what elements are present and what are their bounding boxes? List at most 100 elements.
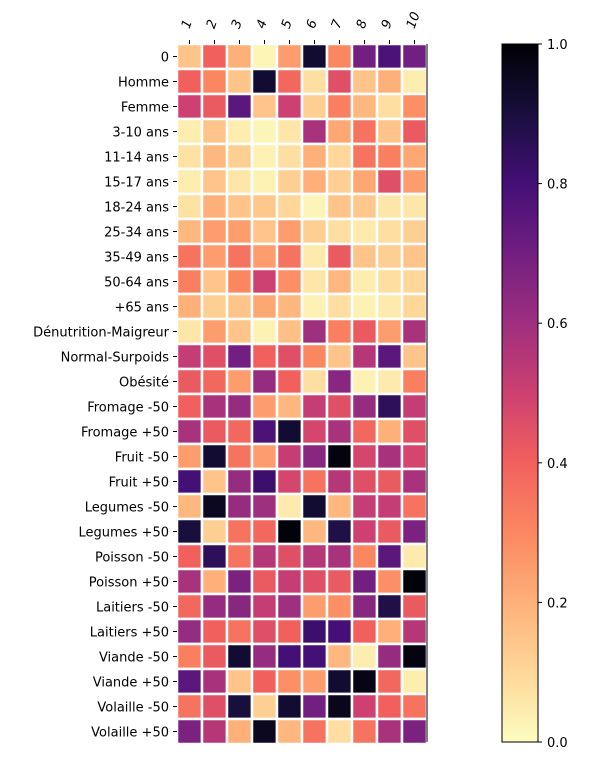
row-tick-label: Poisson -50 [95, 551, 169, 566]
heatmap-cell [300, 567, 329, 596]
heatmap-cell [250, 367, 279, 396]
heatmap-cell [250, 517, 279, 546]
heatmap-cell [225, 142, 254, 171]
heatmap-cell [400, 117, 429, 146]
row-tick-label: 0 [161, 51, 169, 66]
heatmap-cell [250, 717, 279, 746]
heatmap-cell [375, 567, 404, 596]
heatmap-cell [375, 92, 404, 121]
column-tick-label: 6 [304, 18, 321, 31]
row-tick-label: 3-10 ans [112, 126, 169, 141]
heatmap-cell [350, 292, 379, 321]
heatmap-cell [250, 42, 279, 71]
row-tick-label: Viande -50 [99, 651, 169, 666]
heatmap-cell [200, 317, 229, 346]
heatmap-cell [400, 517, 429, 546]
heatmap-cell [325, 717, 354, 746]
heatmap-cell [350, 692, 379, 721]
row-tick-label: Viande +50 [93, 676, 169, 691]
colorbar-tick-label: 1.0 [547, 38, 568, 53]
heatmap-cell [300, 592, 329, 621]
heatmap-cell [200, 642, 229, 671]
row-tick-label: Poisson +50 [89, 576, 169, 591]
heatmap-cell [400, 692, 429, 721]
heatmap-cell [200, 592, 229, 621]
heatmap-cell [275, 592, 304, 621]
heatmap-cell [375, 167, 404, 196]
heatmap-cell [175, 367, 204, 396]
heatmap-cell [300, 367, 329, 396]
heatmap-cell [300, 217, 329, 246]
heatmap-cell [300, 617, 329, 646]
heatmap-cell [225, 442, 254, 471]
heatmap-cell [375, 392, 404, 421]
heatmap-cell [175, 467, 204, 496]
heatmap-cell [175, 642, 204, 671]
column-tick-label: 3 [229, 18, 246, 31]
heatmap-cell [200, 217, 229, 246]
heatmap-cell [325, 92, 354, 121]
heatmap-cell [200, 492, 229, 521]
heatmap-cell [325, 267, 354, 296]
heatmap-cell [225, 192, 254, 221]
heatmap-cell [300, 142, 329, 171]
heatmap-cell [200, 292, 229, 321]
heatmap-cell [250, 492, 279, 521]
heatmap-cell [225, 242, 254, 271]
heatmap-cell [175, 292, 204, 321]
column-tick-label: 4 [254, 18, 271, 31]
heatmap-cell [225, 692, 254, 721]
heatmap-cell [175, 392, 204, 421]
heatmap-cell [275, 692, 304, 721]
heatmap-cell [275, 567, 304, 596]
heatmap-cell [375, 42, 404, 71]
heatmap-cell [375, 367, 404, 396]
colorbar-tick-label: 0.2 [547, 596, 568, 611]
heatmap-cell [375, 67, 404, 96]
heatmap-cell [350, 492, 379, 521]
heatmap-cell [325, 367, 354, 396]
heatmap-cell [300, 717, 329, 746]
heatmap-cell [250, 292, 279, 321]
heatmap-cell [300, 417, 329, 446]
heatmap-cell [325, 542, 354, 571]
column-tick-label: 2 [204, 18, 221, 31]
heatmap-cell [300, 92, 329, 121]
heatmap-cell [325, 442, 354, 471]
heatmap-cell [350, 242, 379, 271]
heatmap-cell [250, 167, 279, 196]
colorbar-ticks: 0.0 0.2 0.4 0.6 0.8 1.0 [538, 38, 568, 751]
row-tick-label: 50-64 ans [104, 276, 169, 291]
heatmap-cell [325, 567, 354, 596]
heatmap-cell [275, 192, 304, 221]
heatmap-cell [225, 717, 254, 746]
heatmap-cell [375, 442, 404, 471]
heatmap-cell [400, 142, 429, 171]
heatmap-cell [375, 142, 404, 171]
heatmap-cell [275, 542, 304, 571]
heatmap-cell [325, 342, 354, 371]
heatmap-cell [300, 267, 329, 296]
heatmap-cell [275, 492, 304, 521]
heatmap-cell [225, 492, 254, 521]
heatmap-cell [375, 517, 404, 546]
heatmap-cell [300, 467, 329, 496]
heatmap-cell [200, 142, 229, 171]
heatmap-cell [225, 467, 254, 496]
heatmap-cell [300, 542, 329, 571]
heatmap-cell [300, 67, 329, 96]
heatmap-cell [350, 617, 379, 646]
heatmap-cell [350, 542, 379, 571]
heatmap-cell [325, 167, 354, 196]
heatmap-cell [325, 217, 354, 246]
heatmap-cell [175, 217, 204, 246]
heatmap-cell [400, 667, 429, 696]
heatmap-cell [175, 242, 204, 271]
heatmap-cell [275, 392, 304, 421]
heatmap-cell [400, 467, 429, 496]
heatmap-cell [250, 67, 279, 96]
heatmap-cell [400, 492, 429, 521]
heatmap-cell [250, 442, 279, 471]
heatmap-cell [250, 92, 279, 121]
heatmap-cell [275, 292, 304, 321]
